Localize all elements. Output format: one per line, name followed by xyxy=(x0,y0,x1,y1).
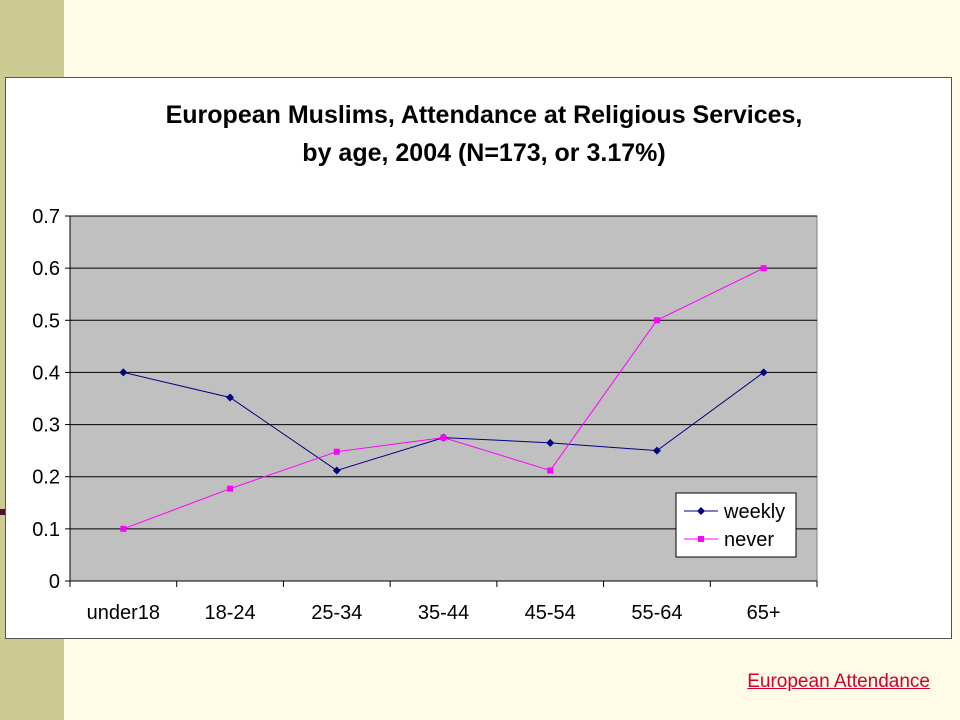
line-chart: 0 0.1 0.2 0.3 0.4 0.5 0.6 0.7 under18 18-24 25-34 3… xyxy=(32,206,818,624)
axes: 0 0.1 0.2 0.3 0.4 0.5 0.6 0.7 under18 18-24 25-34 3… xyxy=(32,206,818,624)
x-tick-label: 35-44 xyxy=(418,602,469,624)
legend: weekly never xyxy=(675,492,797,558)
chart-title: European Muslims, Attendance at Religiou… xyxy=(6,96,960,172)
european-attendance-link[interactable]: European Attendance xyxy=(747,671,930,692)
y-tick-label: 0.2 xyxy=(32,467,60,489)
data-point-never xyxy=(760,265,767,272)
bullet-marker xyxy=(0,509,6,515)
data-point-weekly xyxy=(759,368,768,377)
x-tick-label: under18 xyxy=(87,602,160,624)
data-point-never xyxy=(333,448,340,455)
y-tick-label: 0.1 xyxy=(32,519,60,541)
data-point-weekly xyxy=(226,393,235,402)
legend-marker xyxy=(697,507,705,515)
chart-frame: European Muslims, Attendance at Religiou… xyxy=(5,77,952,639)
data-point-weekly xyxy=(119,368,128,377)
legend-marker xyxy=(698,536,704,542)
data-point-never xyxy=(227,485,234,492)
data-point-never xyxy=(547,467,554,474)
x-tick-label: 18-24 xyxy=(204,602,255,624)
y-tick-label: 0.4 xyxy=(32,362,60,384)
data-point-weekly xyxy=(546,438,555,447)
x-tick-label: 25-34 xyxy=(311,602,362,624)
chart-title-line-2: by age, 2004 (N=173, or 3.17%) xyxy=(302,139,666,167)
y-tick-label: 0 xyxy=(49,571,60,593)
y-tick-label: 0.6 xyxy=(32,258,60,280)
data-point-never xyxy=(120,525,127,532)
data-point-never xyxy=(653,317,660,324)
legend-box xyxy=(675,492,797,558)
y-tick-label: 0.7 xyxy=(32,206,60,228)
x-tick-label: 65+ xyxy=(747,602,781,624)
series xyxy=(119,265,768,532)
data-point-weekly xyxy=(652,446,661,455)
legend-label-never: never xyxy=(724,529,774,551)
y-tick-label: 0.5 xyxy=(32,310,60,332)
legend-label-weekly: weekly xyxy=(723,501,785,523)
data-point-never xyxy=(440,434,447,441)
x-tick-label: 45-54 xyxy=(525,602,576,624)
y-tick-label: 0.3 xyxy=(32,415,60,437)
data-point-weekly xyxy=(332,466,341,475)
chart-title-line-1: European Muslims, Attendance at Religiou… xyxy=(165,101,803,129)
x-tick-label: 55-64 xyxy=(631,602,682,624)
